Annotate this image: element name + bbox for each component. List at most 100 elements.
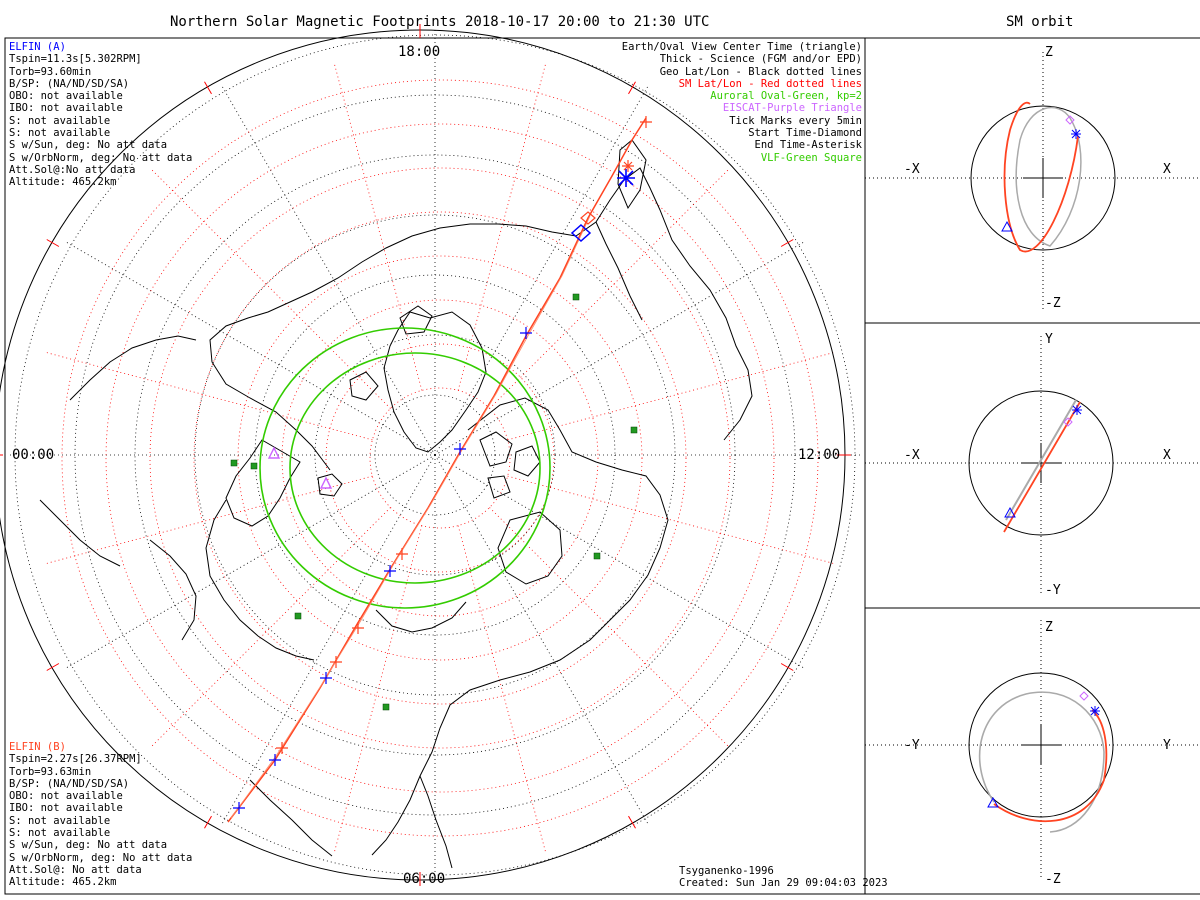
panel3-bottom-label: -Z bbox=[1045, 872, 1061, 887]
sm-longitude-line bbox=[149, 507, 391, 749]
baffin-coast bbox=[375, 601, 467, 633]
legend-item: End Time-Asterisk bbox=[754, 139, 862, 152]
horizon-hour-tick bbox=[780, 663, 794, 671]
elfin-a-info: ELFIN (A) Tspin=11.3s[5.302RPM] Torb=93.… bbox=[9, 41, 192, 189]
legend-item: Geo Lat/Lon - Black dotted lines bbox=[659, 65, 862, 78]
hour-label-bottom: 06:00 bbox=[403, 871, 446, 887]
elfin-a-name: ELFIN (A) bbox=[9, 41, 66, 53]
sm-longitude-line bbox=[333, 61, 423, 391]
orbit-panel-xz bbox=[865, 52, 1200, 310]
arctic-islands bbox=[479, 431, 541, 499]
info-line: S: not available bbox=[9, 827, 111, 840]
sm-latitude-circle bbox=[149, 167, 731, 749]
legend-item: EISCAT-Purple Triangle bbox=[722, 102, 862, 115]
south-america-coast bbox=[419, 775, 453, 869]
legend-item: Tick Marks every 5min bbox=[729, 114, 862, 127]
orbit-gray-yz bbox=[978, 691, 1105, 833]
eiscat-triangle bbox=[267, 446, 281, 459]
horizon-hour-tick bbox=[628, 815, 636, 829]
info-line: S: not available bbox=[9, 127, 111, 140]
horizon-hour-tick bbox=[204, 81, 212, 95]
panel1-right-label: X bbox=[1163, 162, 1171, 177]
end-asterisk-b bbox=[622, 160, 634, 172]
hour-label-left: 00:00 bbox=[12, 447, 55, 463]
eurasia-coast bbox=[209, 167, 753, 471]
panel3-top-label: Z bbox=[1045, 620, 1053, 635]
geo-longitude-line bbox=[434, 86, 648, 456]
panel2-bottom-label: -Y bbox=[1045, 583, 1061, 598]
geo-longitude-line bbox=[434, 454, 804, 668]
auroral-oval-inner bbox=[289, 352, 541, 584]
sm-longitude-line bbox=[457, 61, 547, 391]
vlf-square bbox=[572, 293, 580, 301]
orbit-diamond bbox=[1079, 691, 1089, 701]
geo-longitude-line bbox=[222, 86, 436, 456]
scandinavia-coast bbox=[225, 439, 301, 527]
info-line: Altitude: 465.2km bbox=[9, 876, 117, 889]
tick-mark bbox=[520, 327, 532, 339]
orbit-triangle bbox=[1001, 220, 1013, 232]
atlantic-coast bbox=[249, 779, 333, 857]
geo-longitude-line bbox=[222, 454, 436, 824]
eiscat-stations bbox=[267, 446, 333, 489]
hour-label-right: 12:00 bbox=[798, 447, 841, 463]
far-west-coast bbox=[39, 499, 121, 567]
legend-item: VLF-Green Square bbox=[760, 151, 862, 164]
info-line: S w/Sun, deg: No att data bbox=[9, 139, 168, 152]
geo-grid bbox=[10, 30, 860, 880]
info-line: IBO: not available bbox=[9, 802, 123, 815]
north-america-coast bbox=[371, 397, 669, 856]
orbit-title: SM orbit bbox=[1006, 14, 1074, 30]
elfin-a-track bbox=[230, 215, 591, 819]
legend-item: Auroral Oval-Green, kp=2 bbox=[710, 90, 862, 103]
hour-label-top: 18:00 bbox=[398, 44, 441, 60]
sm-longitude-line bbox=[43, 475, 373, 565]
legend-item: Earth/Oval View Center Time (triangle) bbox=[621, 41, 862, 53]
panel1-left-label: -X bbox=[904, 162, 920, 177]
vlf-square bbox=[230, 459, 238, 467]
europe-coast bbox=[205, 499, 315, 661]
sm-latitude-circle bbox=[61, 79, 819, 837]
legend-item: Start Time-Diamond bbox=[748, 127, 862, 140]
vlf-square bbox=[630, 426, 638, 434]
mediterranean-coast bbox=[149, 539, 197, 641]
orbit-asterisk bbox=[1072, 405, 1082, 415]
iceland-coast bbox=[317, 473, 343, 497]
vlf-square bbox=[593, 552, 601, 560]
hudson-bay-coast bbox=[497, 511, 563, 585]
sm-longitude-line bbox=[489, 167, 731, 409]
panel2-left-label: -X bbox=[904, 448, 920, 463]
info-line: B/SP: (NA/ND/SD/SA) bbox=[9, 777, 130, 790]
sm-latitude-circle bbox=[369, 387, 511, 529]
sm-longitude-line bbox=[43, 351, 373, 441]
orbit-gray-xy bbox=[1005, 399, 1077, 521]
elfin-a-ticks bbox=[233, 327, 532, 814]
sm-latitude-circle bbox=[325, 343, 555, 573]
panel3-left-label: -Y bbox=[904, 738, 920, 753]
vlf-square bbox=[382, 703, 390, 711]
sm-longitude-line bbox=[489, 507, 731, 749]
legend-item: SM Lat/Lon - Red dotted lines bbox=[678, 77, 862, 90]
auroral-oval-outer bbox=[259, 327, 551, 609]
sm-longitude-line bbox=[507, 351, 837, 441]
panel3-right-label: Y bbox=[1163, 738, 1171, 753]
tick-mark bbox=[396, 548, 408, 560]
orbit-red-xz bbox=[1003, 101, 1079, 253]
info-line: Torb=93.60min bbox=[9, 65, 92, 78]
tick-mark bbox=[276, 742, 288, 754]
map-frame bbox=[4, 37, 866, 895]
page-title: Northern Solar Magnetic Footprints 2018-… bbox=[170, 14, 710, 30]
orbit-diamond bbox=[1063, 417, 1073, 427]
tick-mark bbox=[233, 802, 245, 814]
vlf-square bbox=[250, 462, 258, 470]
info-line: Att.Sol@:No att data bbox=[9, 163, 136, 176]
asia-coast bbox=[595, 221, 643, 321]
horizon-hour-tick bbox=[46, 239, 60, 247]
elfin-b-info: ELFIN (B) Tspin=2.27s[26.37RPM] Torb=93.… bbox=[9, 741, 192, 889]
info-line: Altitude: 465.2km bbox=[9, 176, 117, 189]
horizon-hour-tick bbox=[780, 239, 794, 247]
orbit-red-xy bbox=[1003, 401, 1081, 533]
siberia-coast bbox=[349, 305, 433, 401]
panel1-bottom-label: -Z bbox=[1045, 296, 1061, 311]
